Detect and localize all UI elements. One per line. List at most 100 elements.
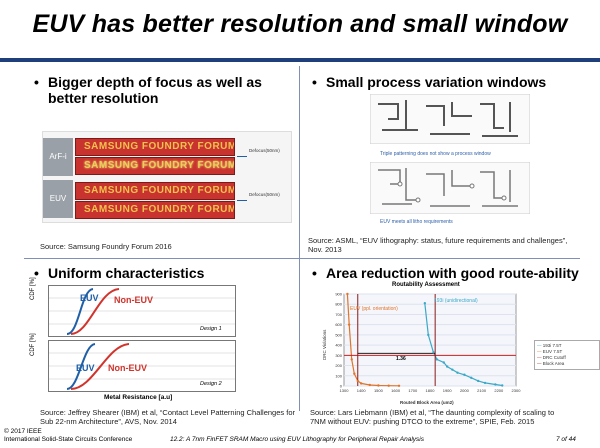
data-point — [427, 333, 430, 337]
data-point — [456, 371, 459, 374]
q1-heading-line2: better resolution — [48, 90, 159, 106]
q3-noneuv-label-bottom: Non-EUV — [108, 363, 147, 373]
y-tick-label: 700 — [335, 312, 342, 317]
cdf-chart-design1 — [48, 285, 236, 337]
data-point — [446, 365, 449, 368]
data-point — [377, 384, 380, 387]
x-tick-label: 1800 — [426, 388, 436, 393]
data-point — [397, 384, 401, 387]
q4-193i-label: 193i (unidirectional) — [434, 298, 478, 304]
data-point — [451, 368, 454, 371]
x-tick-label: 1400 — [357, 388, 367, 393]
q1-source: Source: Samsung Foundry Forum 2016 — [40, 242, 172, 251]
data-point — [476, 379, 480, 383]
legend-label: Block Area — [542, 361, 565, 366]
bullet-dot: • — [312, 265, 317, 281]
q3-source-line1: Source: Jeffrey Shearer (IBM) et al, “Co… — [40, 408, 295, 417]
y-tick-label: 500 — [335, 332, 342, 337]
data-point — [353, 372, 356, 375]
y-tick-label: 300 — [335, 353, 342, 358]
q1-litho-comparison: ArF-i EUV SAMSUNG FOUNDRY FORUM SAMSUNG … — [42, 131, 292, 223]
vertical-divider — [299, 66, 300, 411]
x-tick-label: 1600 — [391, 388, 401, 393]
data-point — [432, 351, 435, 354]
q2-source-line2: Nov. 2013 — [308, 245, 342, 254]
q3-noneuv-label-top: Non-EUV — [114, 295, 153, 305]
design2-label: Design 2 — [200, 381, 222, 387]
y-tick-label: 200 — [335, 363, 342, 368]
data-point — [435, 358, 439, 361]
euv-layout — [370, 162, 530, 214]
x-tick-label: 1900 — [443, 388, 453, 393]
title-underline — [0, 58, 600, 62]
data-point — [360, 382, 363, 385]
triple-patterning-layout — [370, 94, 530, 144]
design1-label: Design 1 — [200, 326, 222, 332]
footer-left: © 2017 IEEE International Solid-State Ci… — [4, 428, 132, 444]
q4-xlabel: Routed Block Area (um2) — [400, 400, 454, 405]
legend-label: EUV 7.5T — [542, 349, 563, 354]
euv-label: EUV — [43, 180, 73, 218]
q4-legend: — 193i 7.5T — EUV 7.5T — DRC Cutoff — Bl… — [534, 340, 600, 370]
q4-ylabel: DRC Violations — [322, 329, 327, 360]
q3-ylabel-top: CDF [%] — [30, 277, 36, 300]
q4-source-line1: Source: Lars Liebmann (IBM) et al, “The … — [310, 408, 555, 417]
data-point — [470, 376, 473, 380]
data-point — [347, 323, 351, 326]
x-tick-label: 2000 — [460, 388, 470, 393]
q2-caption-top: Triple patterning does not show a proces… — [380, 151, 491, 157]
y-tick-label: 600 — [335, 322, 342, 327]
legend-label: DRC Cutoff — [542, 355, 566, 360]
q4-source: Source: Lars Liebmann (IBM) et al, “The … — [310, 408, 595, 426]
bullet-dot: • — [34, 74, 39, 90]
euv-mask-row-2: SAMSUNG FOUNDRY FORUM — [75, 201, 235, 219]
x-tick-label: 2100 — [477, 388, 487, 393]
cdf-chart-design2 — [48, 340, 236, 392]
footer-session: 12.2: A 7nm FinFET SRAM Macro using EUV … — [170, 436, 424, 443]
arrow-line — [237, 156, 247, 157]
data-point — [494, 383, 497, 386]
q2-caption-bottom: EUV meets all litho requirements — [380, 219, 453, 225]
bullet-dot: • — [312, 74, 317, 90]
q3-source-line2: Sub 22-nm Architecture”, AVS, Nov. 2014 — [40, 417, 177, 426]
routability-chart: 0 100 200 300 400 500 600 700 800 900 1300 1400 150… — [322, 292, 521, 406]
footer-copyright: © 2017 IEEE — [4, 428, 42, 435]
footer-page: 7 of 44 — [556, 436, 576, 443]
arrow-line — [237, 200, 247, 201]
q4-ratio-label: 1.36 — [396, 356, 406, 362]
data-point — [346, 292, 349, 296]
legend-item: — 193i 7.5T — [537, 343, 562, 348]
data-point — [501, 384, 504, 387]
arfi-mask-row-1: SAMSUNG FOUNDRY FORUM — [75, 138, 235, 156]
q3-heading: • Uniform characteristics — [34, 265, 294, 281]
data-point — [350, 358, 353, 361]
data-point — [423, 302, 427, 305]
q4-heading-text: Area reduction with good route-ability — [326, 265, 579, 281]
q3-euv-label-bottom: EUV — [76, 363, 95, 373]
legend-item: — EUV 7.5T — [537, 349, 563, 354]
x-tick-label: 1700 — [408, 388, 418, 393]
x-tick-label: 1300 — [340, 388, 350, 393]
euv-mask-row-1: SAMSUNG FOUNDRY FORUM — [75, 182, 235, 200]
q3-heading-text: Uniform characteristics — [48, 265, 205, 281]
q2-source: Source: ASML, “EUV lithography: status, … — [308, 236, 593, 254]
footer-conference: International Solid-State Circuits Confe… — [4, 436, 133, 443]
q3-ylabel-bottom: CDF [%] — [30, 333, 36, 356]
bullet-dot: • — [34, 265, 39, 281]
legend-label: 193i 7.5T — [542, 343, 562, 348]
y-tick-label: 0 — [340, 384, 343, 389]
data-point — [368, 383, 371, 387]
defocus-label-arfi: Defocus(50nm) — [249, 148, 280, 153]
legend-item: — DRC Cutoff — [537, 355, 566, 360]
q4-source-line2: 7NM without EUV: pushing DTCO to the ext… — [310, 417, 535, 426]
q2-heading-text: Small process variation windows — [326, 74, 547, 90]
defocus-label-euv: Defocus(50nm) — [249, 192, 280, 197]
q4-chart-title: Routability Assessment — [392, 282, 460, 288]
q3-xlabel: Metal Resistance [a.u] — [104, 394, 173, 401]
q1-heading: • Bigger depth of focus as well as better… — [34, 74, 294, 106]
data-point — [387, 384, 390, 387]
slide-title: EUV has better resolution and small wind… — [32, 10, 568, 38]
horizontal-divider — [24, 258, 580, 259]
q3-source: Source: Jeffrey Shearer (IBM) et al, “Co… — [40, 408, 295, 426]
arfi-mask-row-2: SAMSUNG FOUNDRY FORUM — [75, 157, 235, 175]
